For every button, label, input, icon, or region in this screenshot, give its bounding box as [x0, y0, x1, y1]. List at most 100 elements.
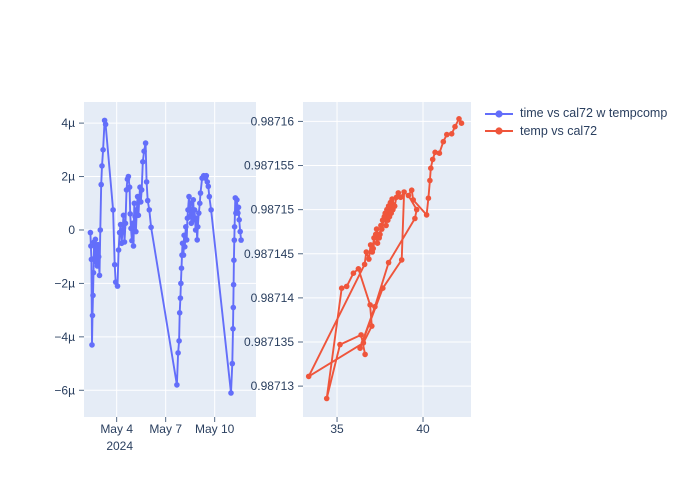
legend-item-time-vs-cal72-w-tempcomp[interactable]: time vs cal72 w tempcomp — [484, 105, 667, 123]
y-tick-label: 0.98714 — [251, 291, 295, 305]
y-tick-label: 0.98716 — [251, 114, 295, 128]
data-point — [367, 302, 373, 308]
data-point — [350, 270, 357, 277]
data-point — [204, 179, 211, 185]
data-point — [115, 247, 122, 253]
data-point — [186, 193, 192, 200]
data-point — [372, 231, 379, 238]
data-point — [323, 395, 330, 402]
data-point — [235, 204, 242, 211]
data-point — [413, 206, 420, 213]
legend-line-marker-icon — [485, 127, 513, 135]
data-point — [237, 228, 243, 235]
data-point — [183, 237, 190, 243]
data-point — [379, 226, 385, 232]
data-point — [458, 120, 465, 126]
data-point — [99, 163, 105, 169]
data-point — [92, 236, 99, 243]
data-point — [95, 241, 101, 248]
data-point — [129, 237, 135, 244]
data-point — [180, 252, 187, 258]
data-point — [191, 207, 198, 213]
data-point — [182, 244, 188, 250]
data-point — [238, 237, 244, 243]
data-point — [141, 148, 147, 154]
data-point — [343, 283, 350, 290]
data-point — [125, 173, 132, 180]
data-point — [358, 332, 364, 338]
data-point — [372, 303, 378, 310]
data-point — [197, 200, 203, 207]
data-point — [96, 272, 103, 279]
data-point — [143, 179, 150, 185]
x-tick-label: 35 — [330, 422, 344, 436]
data-point — [228, 390, 234, 396]
data-point — [87, 229, 94, 236]
y-tick-label: 0 — [68, 223, 75, 237]
y-tick-label: −2µ — [54, 276, 75, 290]
data-point — [94, 263, 101, 269]
data-point — [236, 217, 242, 223]
data-point — [383, 222, 389, 229]
data-point — [456, 116, 462, 122]
data-point — [429, 156, 436, 163]
data-point — [377, 231, 383, 238]
y-tick-label: 0.987145 — [244, 247, 294, 261]
data-point — [362, 351, 368, 358]
data-point — [117, 221, 124, 228]
data-point — [126, 184, 133, 190]
data-point — [121, 239, 128, 245]
data-point — [140, 159, 146, 165]
data-point — [176, 338, 182, 344]
plot-area-left[interactable] — [84, 102, 256, 417]
y-tick-label: −6µ — [54, 383, 75, 397]
data-point — [120, 212, 127, 219]
data-point — [231, 224, 238, 230]
legend-item-label: temp vs cal72 — [520, 123, 598, 138]
y-tick-label: 4µ — [61, 116, 75, 130]
data-point — [185, 207, 191, 213]
data-point — [410, 197, 417, 203]
plot-area-right[interactable] — [303, 102, 471, 417]
data-point — [230, 326, 236, 332]
trace-time-vs-cal72-w-tempcomp — [87, 117, 244, 396]
data-point — [181, 232, 187, 239]
legend: time vs cal72 w tempcomp temp vs cal72 — [484, 105, 667, 140]
data-point — [122, 220, 129, 227]
data-point — [452, 123, 458, 130]
data-point — [98, 181, 104, 188]
data-point — [440, 138, 447, 145]
x-axis-year-label: 2024 — [106, 439, 133, 453]
data-point — [436, 150, 443, 156]
legend-line-marker-icon — [485, 110, 513, 118]
data-point — [385, 259, 392, 266]
data-point — [138, 199, 144, 205]
data-point — [148, 224, 154, 231]
data-point — [134, 207, 140, 213]
data-point — [203, 172, 210, 179]
x-tick-label: May 10 — [195, 422, 235, 436]
data-point — [370, 245, 377, 252]
data-point — [178, 280, 184, 287]
y-tick-label: 0.987135 — [244, 335, 294, 349]
data-point — [360, 340, 367, 346]
data-point — [432, 149, 438, 156]
data-point — [95, 253, 102, 260]
data-point — [144, 197, 151, 204]
data-point — [97, 227, 104, 233]
data-point — [146, 207, 153, 213]
data-point — [408, 187, 415, 193]
data-point — [391, 203, 398, 209]
data-point — [100, 147, 106, 153]
data-point — [174, 382, 180, 388]
data-point — [425, 195, 432, 201]
data-point — [305, 373, 312, 380]
legend-item-temp-vs-cal72[interactable]: temp vs cal72 — [484, 123, 667, 141]
data-point — [405, 192, 412, 199]
data-point — [366, 256, 372, 262]
data-point — [380, 285, 386, 292]
data-point — [110, 207, 116, 213]
data-point — [357, 345, 363, 352]
data-point — [128, 225, 134, 232]
